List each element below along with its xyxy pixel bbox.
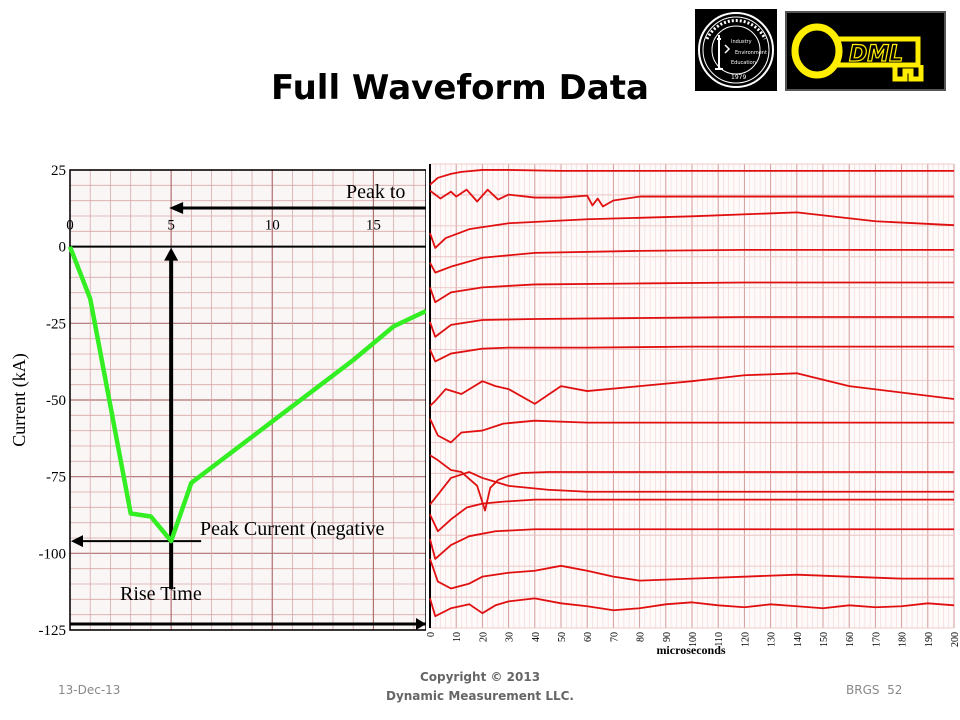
x-tick-label: 20 (478, 632, 489, 642)
annotation-label: Rise Time (120, 583, 202, 605)
x-tick-label: 110 (714, 632, 725, 647)
x-tick-label: 10 (452, 632, 463, 642)
waveform-trace-2 (429, 188, 954, 208)
y-tick-label: -100 (39, 546, 67, 562)
x-tick-label: 140 (793, 632, 804, 647)
x-tick-label: 180 (898, 632, 909, 647)
current-waveform-plot: 25 0 -25 -50 -75 -100 -125 0 5 10 15 Current (kA) Pe… (9, 163, 427, 639)
svg-text:Environment: Environment (735, 50, 767, 56)
current-waveform-line (67, 245, 427, 544)
waveform-traces-plot: 0 10 20 30 40 50 60 70 80 90 100 110 120 130 140 150 160… (426, 163, 960, 657)
slide-label: BRGS (846, 683, 880, 697)
waveform-trace-5 (429, 281, 954, 304)
footer-slide-number: BRGS 52 (846, 683, 902, 697)
y-tick-label: -125 (39, 623, 67, 639)
x-tick-label: 100 (688, 632, 699, 647)
peak-to-arrow-head (169, 202, 184, 214)
x-tick-label: 5 (167, 218, 175, 234)
y-tick-label: -50 (46, 393, 66, 409)
x-tick-label: 15 (366, 218, 381, 234)
waveform-trace-15 (429, 597, 955, 618)
waveform-trace-3 (429, 211, 955, 249)
slide-number: 52 (887, 683, 903, 697)
waveform-trace-1 (429, 169, 954, 186)
x-tick-label: 90 (662, 632, 673, 642)
annotation-label: Peak Current (negative (200, 518, 384, 540)
x-tick-label: 120 (740, 632, 751, 647)
x-tick-label: 40 (531, 632, 542, 642)
copyright-line-2: Dynamic Measurement LLC. (385, 689, 574, 703)
x-tick-label: 0 (426, 632, 437, 637)
y-tick-label: -25 (46, 316, 66, 332)
waveform-trace-7 (429, 345, 954, 363)
footer-date: 13-Dec-13 (58, 683, 121, 697)
svg-text:1979: 1979 (731, 74, 746, 81)
y-tick-label: 0 (59, 240, 67, 256)
waveform-trace-13 (429, 528, 954, 560)
svg-text:Industry: Industry (731, 39, 752, 45)
footer-copyright: Copyright © 2013 Dynamic Measurement LLC… (380, 668, 580, 706)
x-tick-label: 10 (265, 218, 280, 234)
rise-time-arrow-head (164, 247, 179, 261)
bottom-arrow-head (416, 618, 426, 630)
waveform-trace-11 (429, 471, 954, 506)
waveform-trace-10 (429, 454, 954, 512)
waveform-trace-4 (429, 248, 954, 274)
waveform-trace-9 (429, 418, 954, 444)
x-tick-label: 200 (950, 632, 958, 647)
x-tick-label: 130 (767, 632, 778, 647)
x-tick-label: 150 (819, 632, 830, 647)
waveform-trace-6 (429, 316, 954, 338)
x-tick-label: 60 (583, 632, 594, 642)
x-tick-label: 170 (871, 632, 882, 647)
waveform-trace-12 (429, 498, 954, 533)
annotation-label: Peak to (346, 181, 405, 203)
x-tick-label: 0 (66, 218, 74, 234)
x-tick-label: 160 (845, 632, 856, 647)
svg-text:Education: Education (731, 60, 756, 66)
y-tick-label: -75 (46, 470, 66, 486)
peak-current-arrow-head (71, 535, 83, 548)
x-axis-label: microseconds (656, 643, 725, 657)
current-waveform-chart: 25 0 -25 -50 -75 -100 -125 0 5 10 15 Current (kA) Pe… (8, 158, 427, 640)
y-axis-label: Current (kA) (9, 353, 30, 446)
waveform-traces-chart: 0 10 20 30 40 50 60 70 80 90 100 110 120 130 140 150 160… (426, 158, 960, 658)
x-tick-label: 50 (557, 632, 568, 642)
waveform-trace-14 (429, 558, 954, 590)
grid (429, 163, 955, 629)
x-tick-label: 70 (609, 632, 620, 642)
x-tick-label: 80 (636, 632, 647, 642)
x-tick-label: 190 (924, 632, 935, 647)
y-tick-label: 25 (51, 163, 66, 179)
dml-key-logo: DML (785, 11, 946, 91)
waveform-trace-8 (429, 372, 955, 407)
copyright-line-1: Copyright © 2013 (419, 670, 541, 684)
x-tick-label: 30 (505, 632, 516, 642)
slide-title: Full Waveform Data (271, 68, 649, 108)
brgs-seal-logo: Industry Environment Education 1979 (695, 9, 777, 91)
svg-text:DML: DML (849, 42, 903, 67)
